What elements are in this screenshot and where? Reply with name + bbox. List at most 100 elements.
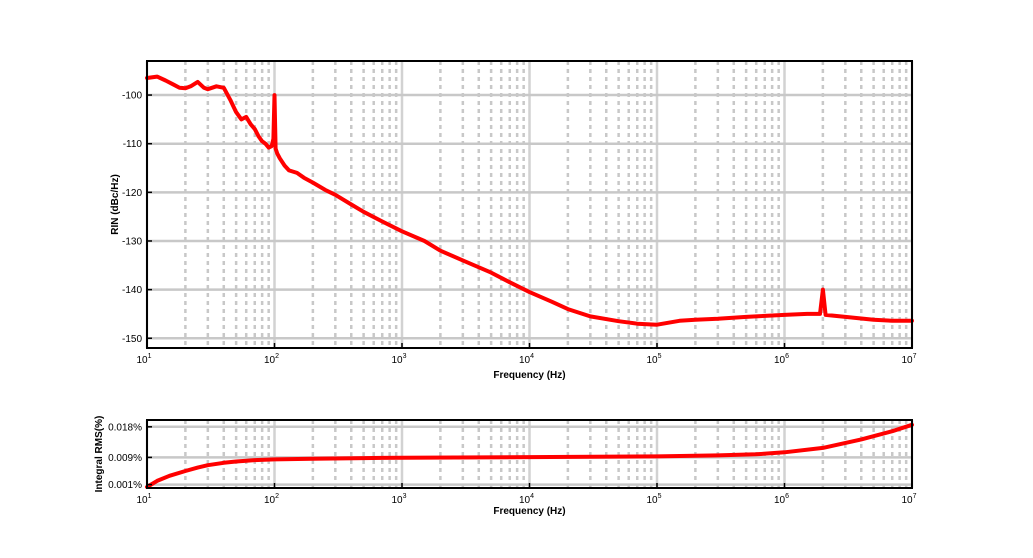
rin-data-point [229,98,232,102]
rin-data-point [267,146,270,149]
integral-rms-data-point [528,455,531,459]
integral-rms-x-tick-label: 103 [391,493,406,506]
rin-grid [145,61,914,348]
rin-data-point [694,318,697,321]
rin-data-point [178,86,181,89]
rin-data-point [278,157,281,160]
rin-data-point [215,85,218,88]
rin-data-point [257,135,260,138]
rin-y-tick-label: -150 [122,334,142,345]
integral-rms-data-point [168,474,171,477]
integral-rms-data-point [206,464,210,467]
rin-data-point [171,83,175,86]
rin-data-point [589,315,592,318]
integral-rms-data-point [184,469,187,473]
rin-x-tick-label: 105 [646,353,661,366]
rin-data-point [196,80,199,84]
rin-data-point [400,230,404,233]
rin-x-axis-label: Frequency (Hz) [493,370,565,381]
rin-data-point [763,314,766,318]
rin-data-point [528,290,531,294]
rin-data-point [381,220,384,223]
integral-rms-y-tick-label: 0.009% [108,453,142,464]
rin-data-point [423,239,426,243]
rin-y-tick-label: -100 [122,91,142,102]
rin-x-tick-label: 103 [391,353,406,366]
rin-data-point [164,79,167,82]
rin-data-point [283,164,286,167]
rin-data-point [234,110,238,114]
rin-data-point [716,317,720,321]
integral-rms-series-line [145,422,914,489]
rin-data-point [824,313,827,317]
rin-data-point [324,188,327,192]
rin-data-point [508,281,511,284]
rin-data-point [287,169,291,172]
rin-x-ticks: 101 102 103 104 105 106 107 [136,343,917,366]
integral-rms-y-axis-label: Integral RMS(%) [94,416,105,493]
rin-data-point [272,137,275,141]
rin-y-tick-label: -110 [123,139,143,150]
rin-data-point [362,210,365,213]
rin-data-point [249,123,252,126]
integral-rms-data-point [222,461,225,465]
integral-rms-y-tick-label: 0.018% [108,422,142,433]
integral-rms-data-point [783,451,786,454]
integral-rms-x-axis-label: Frequency (Hz) [493,506,565,517]
integral-rms-data-point [234,460,238,463]
rin-data-point [891,319,894,322]
rin-data-point [805,312,809,316]
integral-rms-x-tick-label: 107 [901,493,916,506]
rin-x-tick-label: 107 [901,353,916,366]
rin-data-point [276,152,279,155]
integral-rms-x-tick-label: 101 [136,493,151,506]
rin-data-point [245,115,248,119]
integral-rms-data-point [716,454,720,457]
integral-rms-x-tick-label: 104 [519,493,534,506]
rin-data-point [273,93,276,97]
integral-rms-data-point [253,458,256,462]
integral-rms-chart: 101 102 103 104 105 106 107 0.001% 0.009% 0.018%… [94,416,917,517]
rin-data-point [461,259,465,262]
rin-data-point [350,203,353,206]
rin-data-point [744,315,748,319]
rin-data-point [617,320,620,323]
rin-x-tick-label: 101 [136,353,151,366]
integral-rms-x-tick-label: 102 [264,493,279,506]
rin-data-point [302,176,306,179]
rin-data-point [184,87,187,90]
integral-rms-y-ticks: 0.001% 0.009% 0.018% [108,422,152,491]
rin-data-point [566,307,570,311]
rin-data-point [295,171,299,175]
rin-y-tick-label: -120 [122,188,142,199]
integral-rms-data-point [821,446,825,450]
integral-rms-data-point [860,438,863,441]
rin-data-point [270,144,273,148]
rin-y-tick-label: -140 [122,285,142,296]
rin-data-point [655,323,659,326]
rin-data-point [274,147,277,150]
integral-rms-data-point [273,458,276,461]
rin-data-point [872,318,875,321]
rin-y-ticks: -100 -110 -120 -130 -140 -150 [122,91,152,345]
integral-rms-data-point [155,479,159,483]
rin-data-point [206,88,210,91]
rin-y-tick-label: -130 [122,236,142,247]
rin-data-point [550,300,554,303]
rin-data-point [489,271,493,274]
rin-data-point [311,181,315,184]
rin-data-point [636,322,639,325]
integral-rms-data-point [891,430,894,433]
rin-series [145,74,914,327]
rin-data-point [253,127,256,131]
rin-data-point [264,142,267,145]
integral-rms-y-tick-label: 0.001% [108,480,142,491]
rin-x-tick-label: 106 [774,353,789,366]
rin-data-point [678,319,681,322]
integral-rms-x-ticks: 101 102 103 104 105 106 107 [136,483,917,506]
rin-data-point [155,75,159,78]
rin-data-point [844,315,847,319]
integral-rms-data-point [362,456,365,460]
integral-rms-data-point [755,453,758,456]
